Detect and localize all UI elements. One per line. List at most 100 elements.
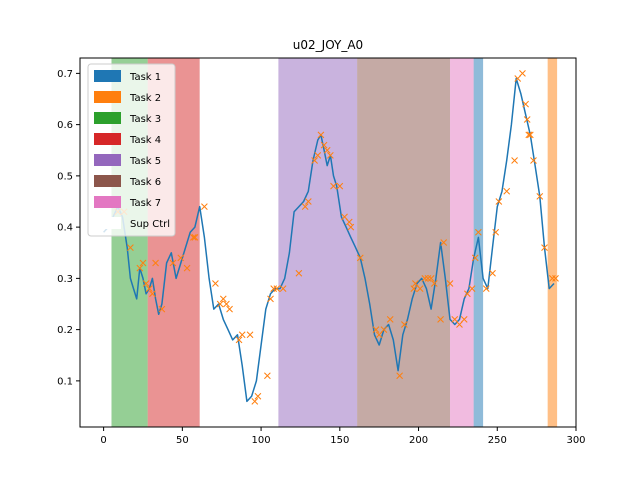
marker-point <box>424 275 432 282</box>
legend-label: Task 4 <box>129 135 161 146</box>
signal-series <box>103 77 555 403</box>
y-tick-label: 0.7 <box>57 69 73 80</box>
marker-point <box>238 331 246 339</box>
marker-point <box>327 152 334 159</box>
marker-point <box>380 326 388 333</box>
legend-box <box>87 63 176 237</box>
marker-point <box>212 280 219 287</box>
y-axis: 0.1 0.2 0.3 0.4 0.5 0.6 0.7 <box>57 69 80 387</box>
marker-point <box>158 305 166 313</box>
marker-point <box>270 285 278 292</box>
x-tick-label: 200 <box>409 435 428 446</box>
legend-label: Task 2 <box>129 93 161 104</box>
marker-point <box>471 254 479 262</box>
x-tick-label: 250 <box>488 435 507 446</box>
marker-point <box>169 259 177 267</box>
marker-point <box>301 203 309 210</box>
y-tick-label: 0.3 <box>57 274 73 285</box>
legend-label: Task 6 <box>129 177 161 188</box>
marker-point <box>323 146 331 154</box>
marker-point <box>541 244 548 251</box>
marker-point <box>503 187 511 195</box>
marker-point <box>345 218 353 226</box>
marker-point <box>183 264 191 272</box>
y-tick-label: 0.6 <box>57 120 73 131</box>
marker-point <box>552 275 559 282</box>
chart-title: u02_JOY_A0 <box>293 38 363 52</box>
marker-point <box>519 70 526 77</box>
marker-point <box>427 275 435 282</box>
marker-point <box>226 305 233 313</box>
marker-point <box>142 280 150 287</box>
y-tick-label: 0.1 <box>57 376 73 387</box>
marker-point <box>177 254 185 262</box>
marker-point <box>145 285 153 292</box>
x-tick-label: 150 <box>330 435 349 446</box>
legend-label: Task 1 <box>129 72 161 83</box>
marker-point <box>251 398 259 405</box>
marker-point <box>475 228 482 236</box>
x-tick-label: 100 <box>252 435 271 446</box>
marker-point <box>511 157 518 164</box>
marker-point <box>356 254 364 262</box>
legend-swatch <box>94 175 121 187</box>
marker-point <box>311 157 318 164</box>
marker-point <box>246 331 254 339</box>
marker-point <box>304 198 312 205</box>
marker-point <box>295 269 303 277</box>
marker-point <box>460 316 468 323</box>
marker-point <box>526 131 534 139</box>
legend-label: Sup Ctrl <box>130 219 170 230</box>
region-task-5 <box>278 58 358 427</box>
legend-swatch <box>94 154 121 166</box>
legend-label: Task 5 <box>129 156 161 167</box>
marker-point <box>416 285 424 292</box>
marker-point <box>482 285 490 292</box>
legend: Task 1 Task 2 Task 3 Task 4 Task 5 Task 6 Task… <box>87 63 176 237</box>
marker-point <box>437 316 444 323</box>
marker-point <box>440 239 448 246</box>
series-line <box>103 77 555 403</box>
plot-frame <box>79 57 577 428</box>
marker-point <box>336 182 344 190</box>
marker-point <box>372 326 380 333</box>
marker-point <box>495 198 503 205</box>
region-task-2 <box>547 58 558 427</box>
legend-swatch <box>94 112 121 124</box>
marker-point <box>401 321 408 328</box>
marker-point <box>530 157 537 164</box>
marker-point <box>317 131 325 139</box>
marker-point <box>523 116 531 123</box>
legend-label: Task 3 <box>129 114 161 125</box>
marker-point <box>489 269 496 277</box>
marker-point <box>330 182 337 190</box>
marker-point <box>273 285 281 292</box>
marker-point <box>386 316 394 323</box>
marker-point <box>536 193 544 200</box>
legend-label: Task 7 <box>129 198 161 209</box>
marker-point <box>396 372 403 380</box>
marker-point <box>522 100 529 108</box>
marker-point <box>347 223 355 231</box>
marker-point <box>139 259 147 267</box>
marker-point <box>235 336 243 344</box>
marker-point <box>446 280 454 287</box>
marker-point <box>267 295 274 303</box>
legend-swatch <box>94 133 121 145</box>
y-tick-label: 0.5 <box>57 171 73 182</box>
region-task-6 <box>357 58 451 427</box>
legend-swatch <box>94 217 121 229</box>
marker-point <box>223 300 230 308</box>
legend-swatch <box>94 70 121 82</box>
marker-point <box>219 295 227 303</box>
legend-swatch <box>94 196 121 208</box>
marker-point <box>314 152 322 159</box>
legend-swatch <box>94 91 121 103</box>
y-tick-label: 0.4 <box>57 223 73 234</box>
marker-point <box>127 244 134 251</box>
marker-point <box>492 228 500 236</box>
marker-point <box>201 203 208 210</box>
marker-point <box>549 275 556 282</box>
marker-point <box>216 300 224 308</box>
